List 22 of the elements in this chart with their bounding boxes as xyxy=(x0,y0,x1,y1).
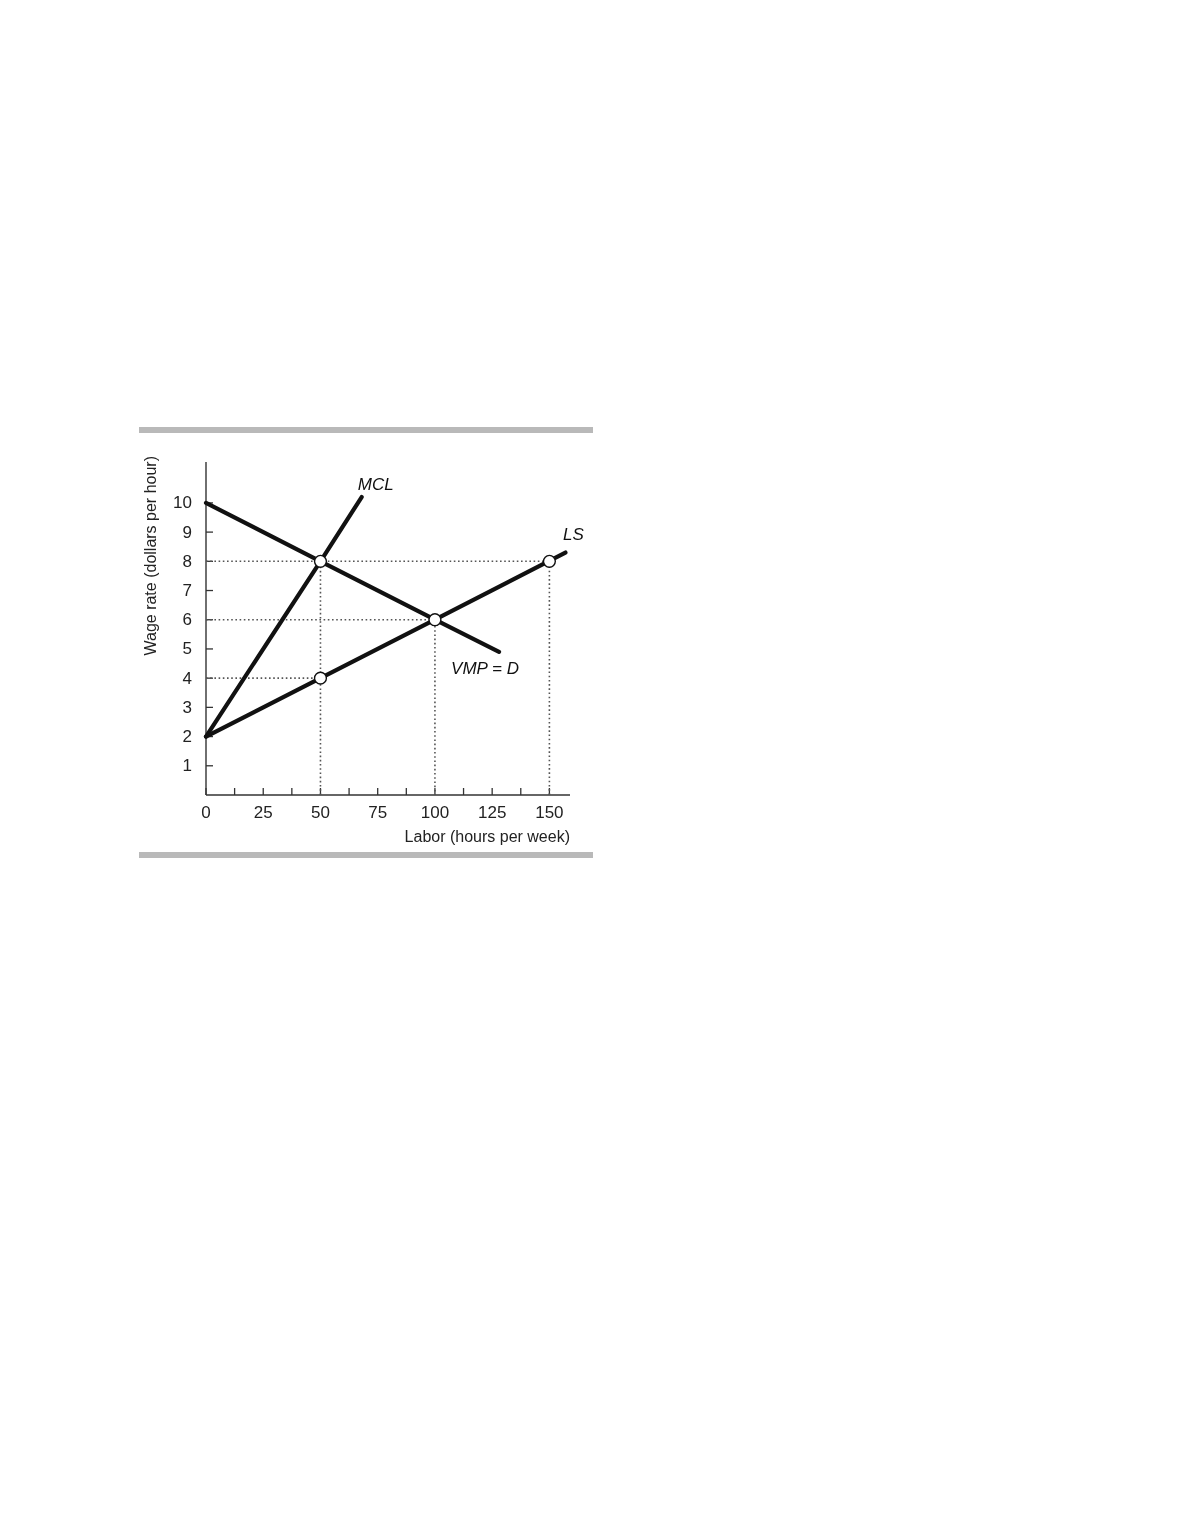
x-tick-label: 0 xyxy=(201,802,211,822)
x-tick-label: 125 xyxy=(477,802,507,822)
series-label: VMP = D xyxy=(451,659,519,679)
y-tick-label: 8 xyxy=(182,551,192,571)
x-tick-label: 50 xyxy=(311,802,330,822)
y-tick-label: 9 xyxy=(182,522,192,542)
y-tick-label: 2 xyxy=(182,727,192,747)
y-tick-label: 3 xyxy=(182,697,192,717)
y-tick-label: 4 xyxy=(182,668,192,688)
x-tick-label: 25 xyxy=(253,802,273,822)
y-axis-title: Wage rate (dollars per hour) xyxy=(141,456,159,656)
x-tick-label: 75 xyxy=(368,802,388,822)
x-axis-title: Labor (hours per week) xyxy=(404,827,570,845)
series-label: MCL xyxy=(357,474,394,494)
x-tick-label: 150 xyxy=(535,802,564,822)
y-tick-label: 5 xyxy=(182,639,192,659)
x-tick-label: 100 xyxy=(420,802,450,822)
y-tick-label: 1 xyxy=(182,756,192,776)
y-tick-label: 10 xyxy=(173,493,192,513)
y-tick-label: 7 xyxy=(182,581,192,601)
y-tick-label: 6 xyxy=(182,610,192,630)
series-label: LS xyxy=(563,525,585,545)
